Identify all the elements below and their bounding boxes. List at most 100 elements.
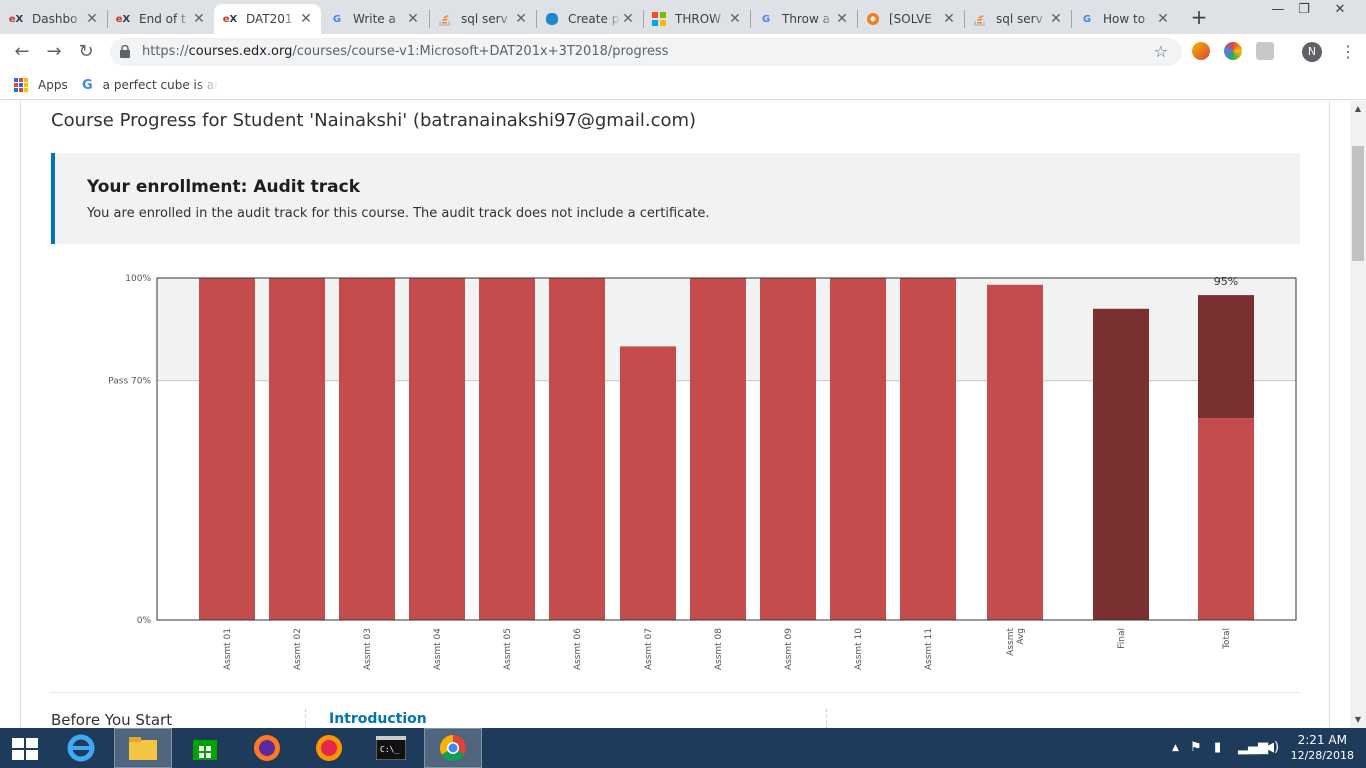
browser-tab[interactable]: G Write a ✕ [321,4,428,34]
stackoverflow-icon [437,11,453,27]
close-tab-icon[interactable]: ✕ [1050,11,1062,27]
browser-tab[interactable]: G Throw a ✕ [750,4,857,34]
section-divider [50,692,1300,693]
tab-title: Create p [568,12,620,26]
reload-button[interactable]: ↻ [78,41,94,62]
bookmarks-bar: Apps G a perfect cube is an i [0,70,1366,100]
profile-avatar[interactable]: N [1302,42,1322,62]
restore-button[interactable]: ❐ [1298,2,1310,17]
grade-bar[interactable] [620,346,676,620]
volume-icon[interactable]: ◀) [1264,740,1280,755]
browser-tab[interactable]: THROW ✕ [643,4,750,34]
grade-bar[interactable] [409,278,465,620]
apps-label: Apps [38,78,68,92]
browser-tab[interactable]: sql serv ✕ [429,4,536,34]
total-final-bar[interactable] [1198,295,1254,419]
column-divider [826,709,827,728]
tab-separator [429,10,430,28]
windows-start-icon[interactable] [12,738,38,760]
command-prompt-icon[interactable]: C:\_ [362,728,420,768]
browser-tab[interactable]: e X Dashbo ✕ [0,4,107,34]
browser-tab[interactable]: e X End of t ✕ [107,4,214,34]
grade-chart: 0% Pass 70% 100% Assmt 01 Assmt 02 Assmt 03 As… [108,274,1297,670]
grade-bar[interactable] [760,278,816,620]
browser-toolbar: ← → ↻ https://courses.edx.org/courses/co… [0,34,1366,70]
power-icon[interactable]: ▮ [1214,740,1222,755]
network-icon[interactable]: ▂▄▆ [1238,740,1268,755]
internet-explorer-icon[interactable] [52,728,110,768]
close-tab-icon[interactable]: ✕ [515,11,527,27]
enrollment-title: Your enrollment: Audit track [87,177,361,197]
enrollment-message: You are enrolled in the audit track for … [87,206,710,221]
minimize-button[interactable]: — [1271,2,1285,17]
grade-bar[interactable] [987,284,1043,620]
grade-bar[interactable] [830,278,886,620]
tab-title: How to [1103,12,1146,26]
solved-icon [865,11,881,27]
close-tab-icon[interactable]: ✕ [1157,11,1169,27]
bookmark-star-icon[interactable]: ☆ [1153,42,1168,61]
firefox-icon[interactable] [300,728,358,768]
scroll-up-arrow[interactable]: ▲ [1354,104,1362,113]
grade-bar[interactable] [199,278,255,620]
address-bar[interactable]: https://courses.edx.org/courses/course-v… [110,38,1182,66]
new-tab-button[interactable]: + [1190,5,1208,29]
google-icon: G [82,77,93,93]
back-button[interactable]: ← [14,41,30,62]
close-tab-icon[interactable]: ✕ [193,11,205,27]
browser-tab[interactable]: sql serv ✕ [964,4,1071,34]
browser-tab[interactable]: Create p ✕ [536,4,643,34]
apps-shortcut[interactable]: Apps [14,76,68,94]
google-icon: G [1082,13,1092,25]
total-assignments-bar[interactable] [1198,418,1254,620]
grade-bar[interactable] [479,278,535,620]
close-tab-icon[interactable]: ✕ [729,11,741,27]
chrome-icon[interactable] [424,728,482,768]
database-icon [544,11,560,27]
bookmark-item[interactable]: G a perfect cube is an i [82,76,219,94]
close-tab-icon[interactable]: ✕ [836,11,848,27]
x-tick-label: Assmt 08 [714,628,724,670]
bookmark-label: a perfect cube is an i [102,78,219,92]
forward-button[interactable]: → [46,41,62,62]
extension-icon[interactable] [1192,42,1210,60]
plot-frame [156,277,1297,621]
grade-bar[interactable] [549,278,605,620]
tab-separator [750,10,751,28]
store-icon[interactable] [176,728,234,768]
close-tab-icon[interactable]: ✕ [622,11,634,27]
vertical-scrollbar[interactable]: ▲ ▼ [1350,101,1366,728]
close-tab-icon[interactable]: ✕ [86,11,98,27]
cast-extension-icon[interactable] [1256,42,1274,60]
grade-bar[interactable] [339,278,395,620]
close-tab-icon[interactable]: ✕ [943,11,955,27]
introduction-link[interactable]: Introduction [329,711,427,727]
scroll-down-arrow[interactable]: ▼ [1354,715,1362,724]
y-tick-label: 0% [137,616,152,626]
y-tick-label: Pass 70% [108,377,151,387]
close-tab-icon[interactable]: ✕ [300,11,312,27]
close-tab-icon[interactable]: ✕ [407,11,419,27]
action-center-flag-icon[interactable]: ⚑ [1190,740,1202,755]
grade-bar[interactable] [1093,308,1149,620]
tab-title: Throw a [782,12,830,26]
browser-tab[interactable]: [SOLVE ✕ [857,4,964,34]
close-window-button[interactable]: ✕ [1334,2,1346,17]
firefox-icon[interactable] [238,728,296,768]
browser-tab[interactable]: e X DAT201 ✕ [214,4,321,34]
tab-separator [964,10,965,28]
tab-strip: e X Dashbo ✕ e X End of t ✕ e X DAT201 ✕ G Write a ✕ sq… [0,0,1366,34]
scroll-thumb[interactable] [1352,146,1364,261]
tab-title: sql serv [461,12,508,26]
color-picker-extension-icon[interactable] [1224,42,1242,60]
system-clock[interactable]: 2:21 AM 12/28/2018 [1291,733,1354,763]
browser-tab[interactable]: G How to ✕ [1071,4,1178,34]
grade-bar[interactable] [269,278,325,620]
grade-bar[interactable] [900,278,956,620]
show-hidden-icons-icon[interactable]: ▲ [1172,743,1179,753]
x-tick-label: Total [1222,628,1232,650]
grade-bar[interactable] [690,278,746,620]
file-explorer-icon[interactable] [114,728,172,768]
menu-dots-icon[interactable]: ⋮ [1340,42,1356,61]
